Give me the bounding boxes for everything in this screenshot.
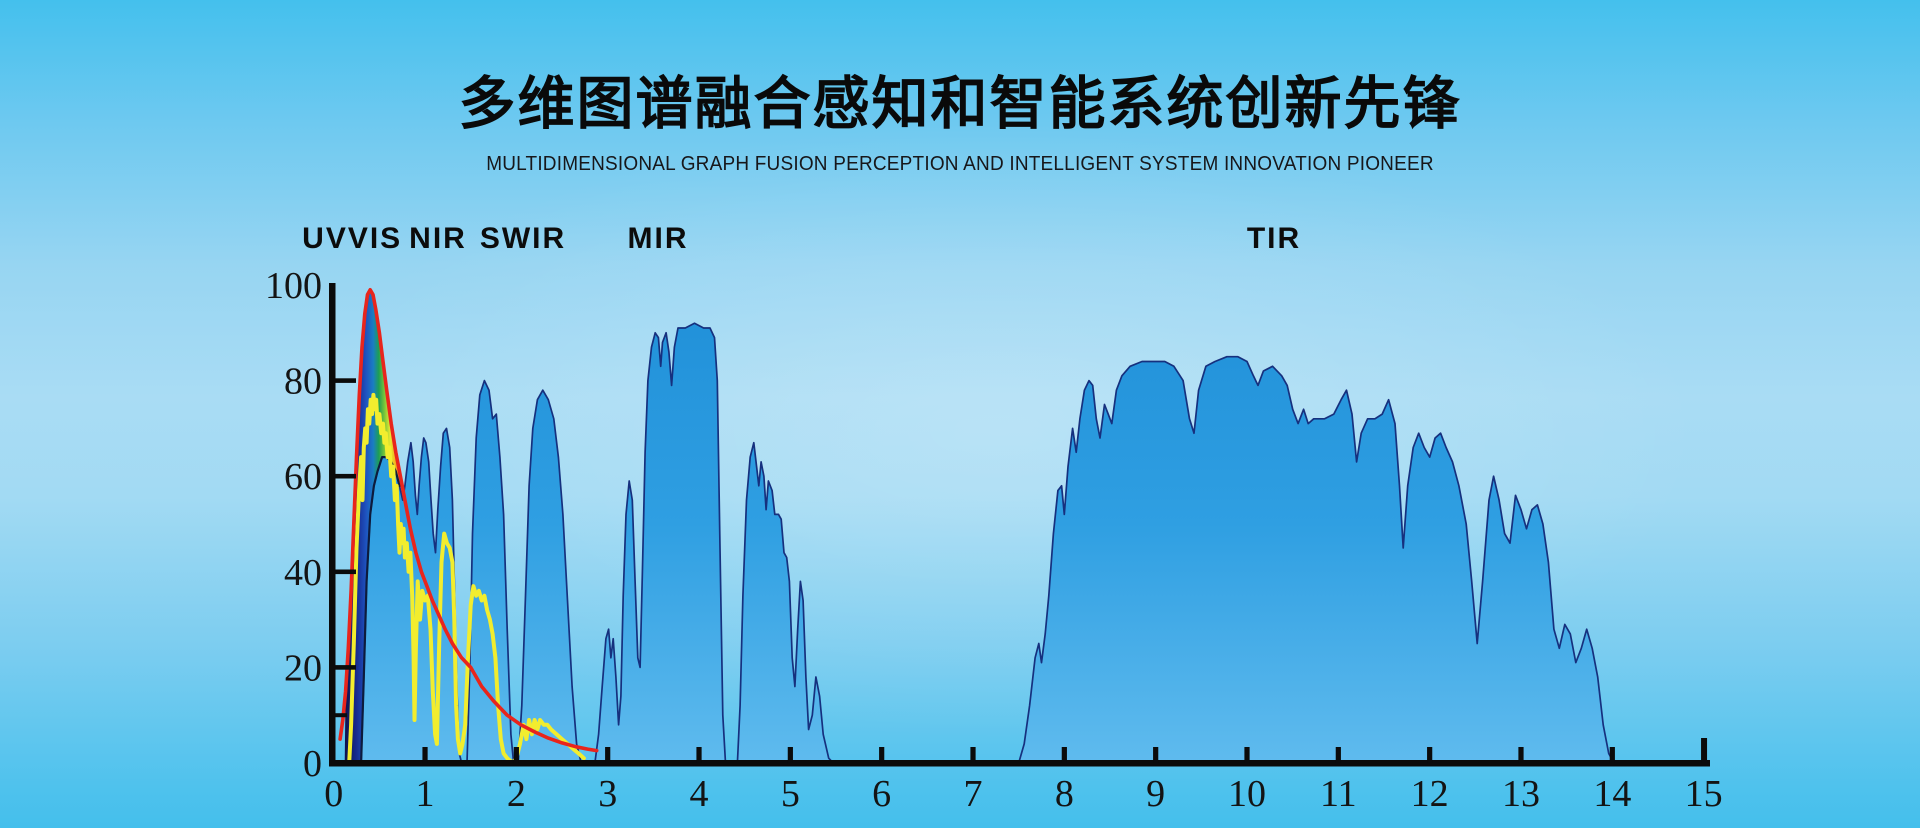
- transmission-area: [360, 322, 1615, 764]
- y-tick-mark: [335, 378, 356, 383]
- band-label-mir: MIR: [628, 222, 689, 255]
- solar-ground-curve: [347, 392, 586, 765]
- x-tick-mark: [1701, 738, 1708, 763]
- band-label-nir: NIR: [409, 222, 467, 255]
- x-tick-mark: [1609, 747, 1615, 763]
- x-tick-label: 13: [1502, 773, 1540, 815]
- y-tick-label: 100: [265, 265, 322, 307]
- x-tick-mark: [513, 747, 519, 763]
- x-tick-label: 2: [507, 773, 526, 815]
- x-tick-label: 12: [1411, 773, 1449, 815]
- x-tick-mark: [422, 747, 428, 763]
- x-tick-label: 15: [1685, 773, 1723, 815]
- x-tick-mark: [1427, 747, 1433, 763]
- window1-dome-outline: [360, 456, 405, 764]
- x-tick-label: 4: [690, 773, 709, 815]
- x-tick-mark: [1244, 747, 1250, 763]
- x-tick-mark: [1153, 747, 1159, 763]
- x-tick-label: 9: [1146, 773, 1165, 815]
- y-minor-tick-mark: [335, 713, 347, 718]
- x-tick-mark: [1518, 747, 1524, 763]
- x-tick-mark: [605, 747, 611, 763]
- band-label-swir: SWIR: [480, 222, 566, 255]
- chart-axes-layer: [329, 283, 1710, 767]
- x-tick-mark: [1335, 747, 1341, 763]
- x-tick-mark: [696, 747, 702, 763]
- y-tick-label: 0: [303, 743, 322, 785]
- band-label-tir: TIR: [1247, 222, 1301, 255]
- x-tick-label: 1: [416, 773, 435, 815]
- y-tick-label: 80: [284, 361, 322, 403]
- y-tick-label: 20: [284, 647, 322, 689]
- x-tick-label: 7: [964, 773, 983, 815]
- x-tick-label: 10: [1228, 773, 1266, 815]
- y-axis-line: [329, 283, 336, 765]
- x-tick-label: 0: [324, 773, 343, 815]
- x-tick-label: 11: [1320, 773, 1357, 815]
- x-tick-mark: [787, 747, 793, 763]
- x-tick-mark: [879, 747, 885, 763]
- x-tick-label: 3: [598, 773, 617, 815]
- y-tick-mark: [335, 665, 356, 670]
- x-tick-label: 8: [1055, 773, 1074, 815]
- y-tick-mark: [335, 569, 356, 575]
- blackbody-curve: [338, 288, 599, 753]
- x-tick-mark: [1061, 747, 1067, 763]
- y-tick-mark: [335, 473, 356, 479]
- x-tick-label: 5: [781, 773, 800, 815]
- page-subtitle: MULTIDIMENSIONAL GRAPH FUSION PERCEPTION…: [486, 153, 1434, 176]
- y-tick-label: 40: [284, 552, 322, 594]
- band-label-uv: UV: [302, 222, 348, 255]
- x-axis-line: [329, 760, 1710, 767]
- spectral-band-labels: UV VIS NIR SWIR MIR TIR: [302, 222, 1301, 255]
- x-tick-label: 14: [1593, 773, 1631, 815]
- band-label-vis: VIS: [348, 222, 402, 255]
- y-tick-label: 60: [284, 456, 322, 498]
- x-tick-mark: [970, 747, 976, 763]
- chart-series-layer: [338, 288, 1615, 765]
- x-tick-label: 6: [872, 773, 891, 815]
- page-title: 多维图谱融合感知和智能系统创新先锋: [458, 72, 1462, 136]
